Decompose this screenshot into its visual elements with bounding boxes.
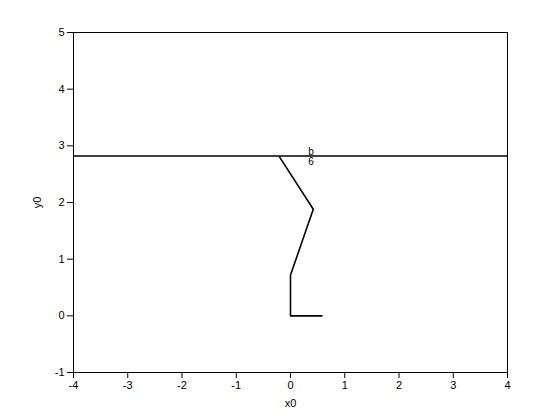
svg-text:0: 0: [287, 379, 293, 391]
svg-text:1: 1: [342, 379, 348, 391]
svg-text:x0: x0: [285, 397, 297, 409]
svg-text:4: 4: [504, 379, 510, 391]
svg-text:4: 4: [58, 83, 64, 95]
svg-text:2: 2: [396, 379, 402, 391]
svg-text:y0: y0: [31, 197, 43, 209]
svg-text:-1: -1: [231, 379, 241, 391]
svg-text:b: b: [308, 145, 314, 157]
svg-text:5: 5: [58, 26, 64, 38]
svg-text:0: 0: [58, 309, 64, 321]
svg-text:3: 3: [58, 139, 64, 151]
svg-text:1: 1: [58, 253, 64, 265]
svg-text:6: 6: [308, 156, 314, 167]
svg-text:3: 3: [450, 379, 456, 391]
svg-text:-3: -3: [123, 379, 133, 391]
svg-text:-4: -4: [69, 379, 79, 391]
svg-text:2: 2: [58, 196, 64, 208]
svg-text:-2: -2: [177, 379, 187, 391]
svg-text:-1: -1: [55, 366, 65, 378]
